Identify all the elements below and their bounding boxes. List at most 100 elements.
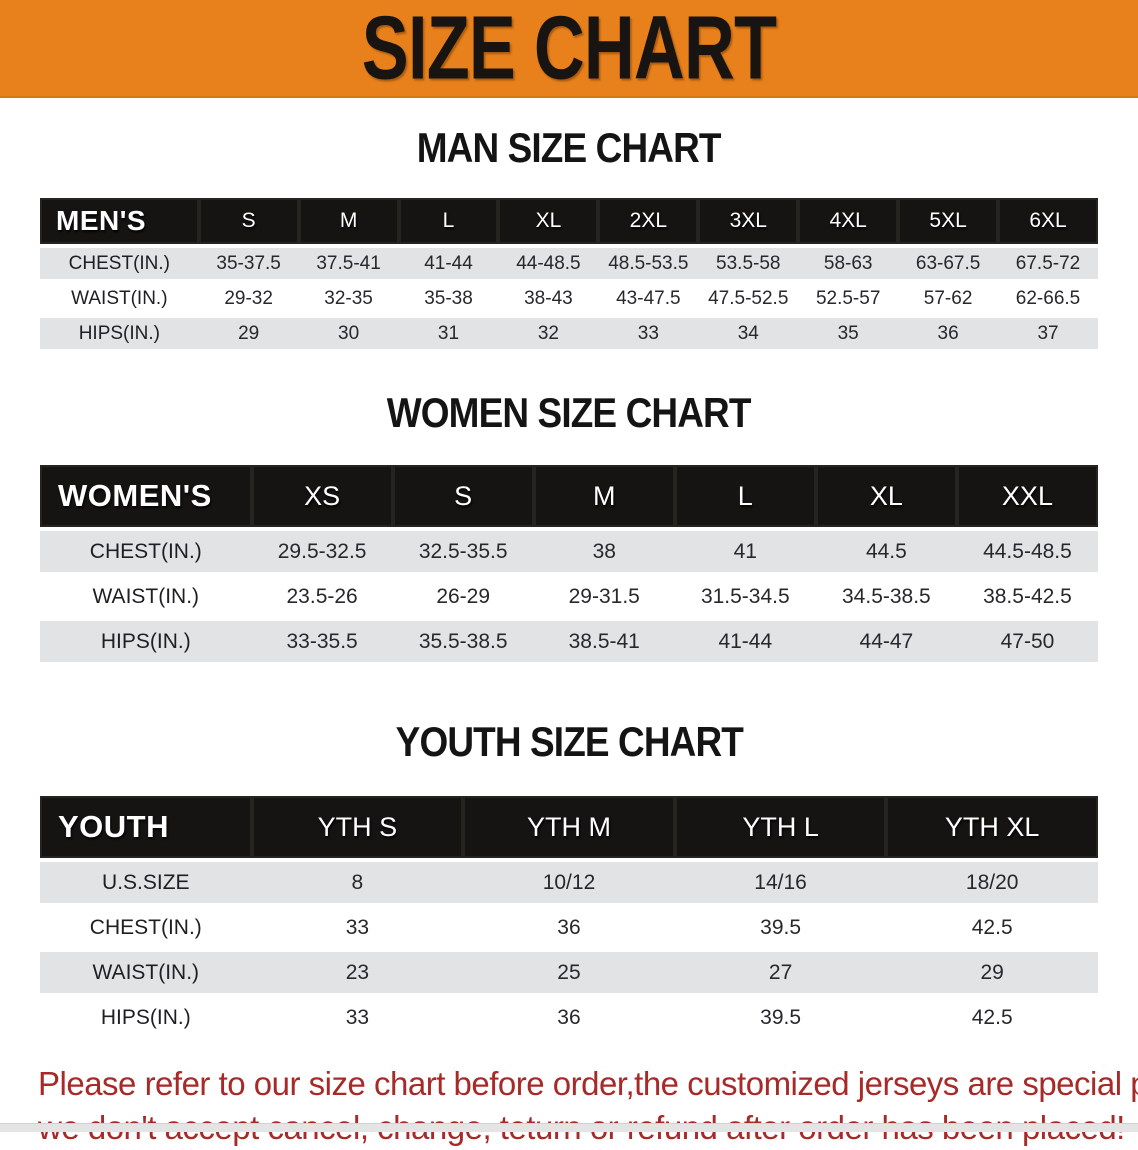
measurement-value-cell: 29 <box>886 952 1098 993</box>
measurement-value-cell: 37 <box>998 318 1098 349</box>
disclaimer-text: Please refer to our size chart before or… <box>38 1062 1138 1150</box>
measurement-value-cell: 53.5-58 <box>698 248 799 279</box>
measurement-value-cell: 67.5-72 <box>998 248 1098 279</box>
men-size-table: MEN'S S M L XL 2XL 3XL 4XL 5XL 6XL CHEST(IN.) 35-3… <box>40 194 1098 353</box>
women-table-body: CHEST(IN.) 29.5-32.5 32.5-35.5 38 41 44.5 44.5… <box>40 531 1098 662</box>
measurement-value-cell: 57-62 <box>898 283 999 314</box>
measurement-value-cell: 38.5-42.5 <box>956 576 1098 617</box>
women-section-heading-text: WOMEN SIZE CHART <box>387 389 752 436</box>
table-row: CHEST(IN.) 29.5-32.5 32.5-35.5 38 41 44.5 44.5… <box>40 531 1098 572</box>
measurement-row-label: HIPS(IN.) <box>40 621 252 662</box>
size-column-header: YTH S <box>251 796 464 858</box>
measurement-value-cell: 14/16 <box>674 862 887 903</box>
size-column-header: M <box>533 465 675 527</box>
measurement-value-cell: 38 <box>533 531 675 572</box>
measurement-value-cell: 29-31.5 <box>533 576 675 617</box>
table-row: WAIST(IN.) 29-32 32-35 35-38 38-43 43-47.5 47.… <box>40 283 1098 314</box>
size-column-header: 3XL <box>698 198 799 244</box>
measurement-value-cell: 34.5-38.5 <box>815 576 957 617</box>
table-group-label: MEN'S <box>40 198 199 244</box>
measurement-value-cell: 32.5-35.5 <box>392 531 534 572</box>
measurement-value-cell: 23.5-26 <box>251 576 393 617</box>
table-group-label: YOUTH <box>40 796 252 858</box>
size-column-header: L <box>398 198 499 244</box>
measurement-value-cell: 25 <box>463 952 675 993</box>
measurement-value-cell: 41-44 <box>674 621 816 662</box>
measurement-value-cell: 44-47 <box>815 621 957 662</box>
measurement-value-cell: 47-50 <box>956 621 1098 662</box>
measurement-row-label: CHEST(IN.) <box>40 907 252 948</box>
measurement-value-cell: 48.5-53.5 <box>598 248 699 279</box>
measurement-value-cell: 47.5-52.5 <box>698 283 799 314</box>
men-section-heading: MAN SIZE CHART <box>0 124 1138 172</box>
measurement-row-label: HIPS(IN.) <box>40 997 252 1038</box>
measurement-value-cell: 29-32 <box>198 283 299 314</box>
banner: SIZE CHART <box>0 0 1138 98</box>
measurement-value-cell: 62-66.5 <box>998 283 1098 314</box>
measurement-value-cell: 33-35.5 <box>251 621 393 662</box>
measurement-value-cell: 52.5-57 <box>798 283 899 314</box>
measurement-row-label: HIPS(IN.) <box>40 318 199 349</box>
size-column-header: XL <box>498 198 599 244</box>
measurement-row-label: U.S.SIZE <box>40 862 252 903</box>
size-column-header: XXL <box>956 465 1098 527</box>
size-column-header: S <box>392 465 534 527</box>
women-table-head: WOMEN'S XS S M L XL XXL <box>40 465 1098 527</box>
measurement-value-cell: 42.5 <box>886 997 1098 1038</box>
table-row: WAIST(IN.) 23.5-26 26-29 29-31.5 31.5-34.5 34… <box>40 576 1098 617</box>
youth-section-heading: YOUTH SIZE CHART <box>0 718 1138 766</box>
table-row: U.S.SIZE 8 10/12 14/16 18/20 <box>40 862 1098 903</box>
youth-size-table: YOUTH YTH S YTH M YTH L YTH XL U.S.SIZE 8 10/1… <box>40 792 1098 1042</box>
table-row: WAIST(IN.) 23 25 27 29 <box>40 952 1098 993</box>
measurement-value-cell: 32-35 <box>298 283 399 314</box>
measurement-value-cell: 33 <box>598 318 699 349</box>
measurement-value-cell: 10/12 <box>463 862 675 903</box>
size-column-header: 4XL <box>798 198 899 244</box>
men-table-head: MEN'S S M L XL 2XL 3XL 4XL 5XL 6XL <box>40 198 1098 244</box>
measurement-row-label: WAIST(IN.) <box>40 952 252 993</box>
measurement-value-cell: 33 <box>251 907 464 948</box>
measurement-value-cell: 43-47.5 <box>598 283 699 314</box>
measurement-value-cell: 26-29 <box>392 576 534 617</box>
measurement-value-cell: 39.5 <box>674 997 887 1038</box>
size-column-header: XS <box>251 465 393 527</box>
measurement-value-cell: 29 <box>198 318 299 349</box>
measurement-value-cell: 44.5 <box>815 531 957 572</box>
measurement-value-cell: 29.5-32.5 <box>251 531 393 572</box>
measurement-value-cell: 42.5 <box>886 907 1098 948</box>
size-column-header: XL <box>815 465 957 527</box>
size-column-header: 6XL <box>998 198 1098 244</box>
measurement-value-cell: 39.5 <box>674 907 887 948</box>
measurement-value-cell: 31 <box>398 318 499 349</box>
measurement-value-cell: 41-44 <box>398 248 499 279</box>
table-row: CHEST(IN.) 35-37.5 37.5-41 41-44 44-48.5 48.5… <box>40 248 1098 279</box>
measurement-value-cell: 27 <box>674 952 887 993</box>
measurement-value-cell: 44.5-48.5 <box>956 531 1098 572</box>
size-column-header: YTH XL <box>886 796 1098 858</box>
measurement-value-cell: 36 <box>898 318 999 349</box>
measurement-value-cell: 18/20 <box>886 862 1098 903</box>
youth-table-head: YOUTH YTH S YTH M YTH L YTH XL <box>40 796 1098 858</box>
size-column-header: S <box>198 198 299 244</box>
measurement-value-cell: 35 <box>798 318 899 349</box>
measurement-value-cell: 38-43 <box>498 283 599 314</box>
measurement-value-cell: 30 <box>298 318 399 349</box>
measurement-value-cell: 35.5-38.5 <box>392 621 534 662</box>
measurement-row-label: CHEST(IN.) <box>40 531 252 572</box>
measurement-row-label: WAIST(IN.) <box>40 283 199 314</box>
disclaimer-line-1: Please refer to our size chart before or… <box>38 1065 1138 1102</box>
size-column-header: YTH M <box>463 796 675 858</box>
measurement-value-cell: 41 <box>674 531 816 572</box>
size-column-header: L <box>674 465 816 527</box>
measurement-value-cell: 44-48.5 <box>498 248 599 279</box>
women-section-heading: WOMEN SIZE CHART <box>0 389 1138 437</box>
measurement-value-cell: 33 <box>251 997 464 1038</box>
measurement-value-cell: 31.5-34.5 <box>674 576 816 617</box>
measurement-value-cell: 38.5-41 <box>533 621 675 662</box>
measurement-value-cell: 23 <box>251 952 464 993</box>
table-row: CHEST(IN.) 33 36 39.5 42.5 <box>40 907 1098 948</box>
size-column-header: YTH L <box>674 796 887 858</box>
measurement-value-cell: 63-67.5 <box>898 248 999 279</box>
men-table-body: CHEST(IN.) 35-37.5 37.5-41 41-44 44-48.5 48.5… <box>40 248 1098 349</box>
